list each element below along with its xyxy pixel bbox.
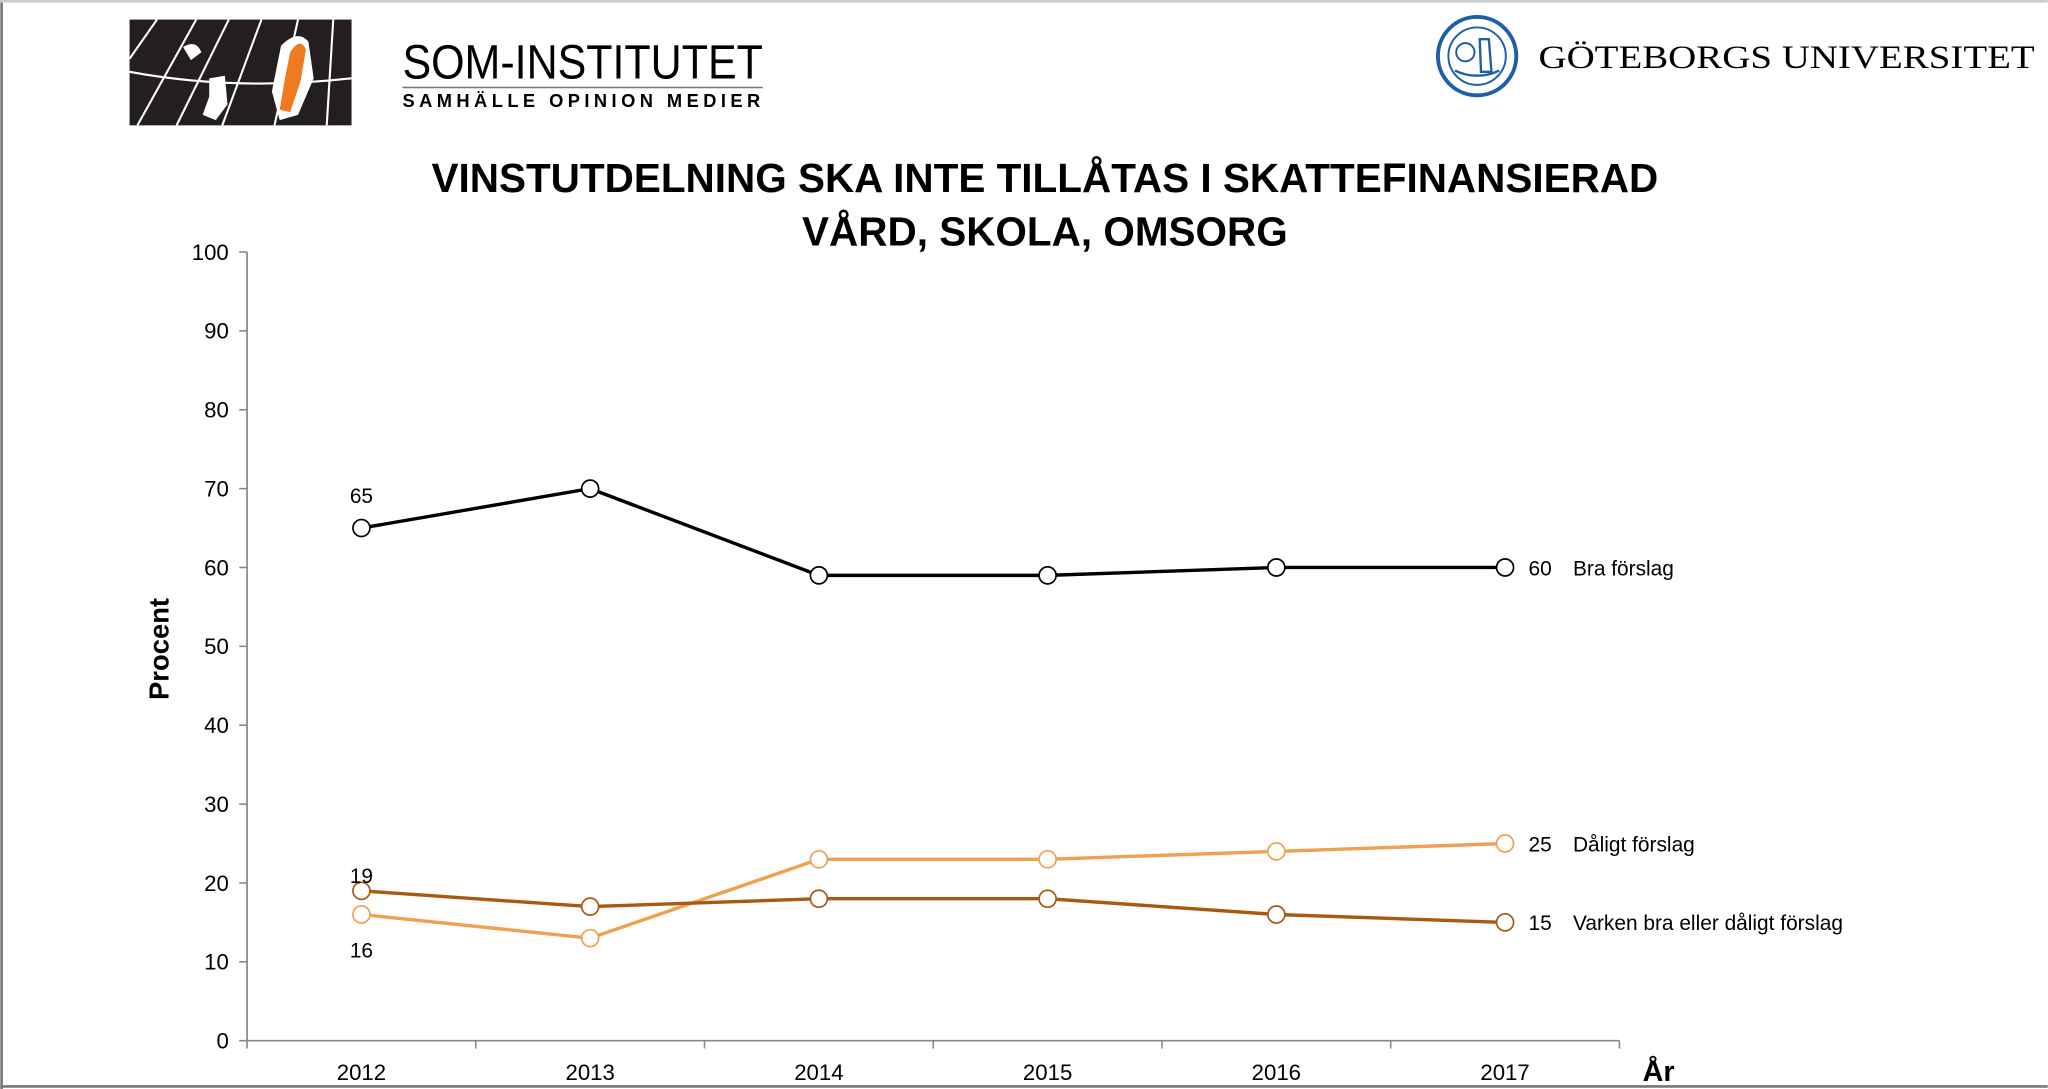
y-tick-label: 40 (204, 713, 229, 738)
y-tick-label: 0 (216, 1029, 228, 1054)
y-tick-label: 50 (204, 634, 229, 659)
data-point (1495, 913, 1515, 932)
series-name-label: Bra förslag (1573, 557, 1674, 580)
data-point (1038, 566, 1057, 585)
data-point (1267, 905, 1286, 924)
data-point (352, 518, 371, 538)
start-data-label: 16 (350, 940, 373, 963)
series-name-label: Dåligt förslag (1573, 833, 1695, 856)
gu-name: GÖTEBORGS UNIVERSITET (1538, 40, 2034, 76)
x-tick-label: 2012 (337, 1060, 386, 1085)
y-tick-label: 20 (204, 871, 229, 896)
data-point (580, 479, 600, 498)
y-tick-label: 100 (192, 240, 229, 265)
data-point (1038, 889, 1057, 909)
series-0: 65 60 Bra förslag (350, 479, 1674, 585)
x-axis-label: År (1643, 1055, 1675, 1088)
data-point (809, 849, 829, 869)
data-point (580, 928, 600, 948)
series-line (361, 889, 1506, 925)
end-data-label: 25 (1529, 833, 1552, 856)
series-line (361, 486, 1506, 578)
x-tick-label: 2017 (1480, 1060, 1529, 1085)
y-tick-label: 90 (204, 319, 229, 344)
y-axis-label: Procent (144, 598, 175, 700)
y-tick-label: 80 (204, 398, 229, 423)
chart-title-line-2: VÅRD, SKOLA, OMSORG (802, 208, 1288, 254)
som-title: SOM-INSTITUTET (402, 35, 762, 89)
series-2: 19 15 Varken bra eller dåligt förslag (350, 865, 1843, 935)
series-line (361, 841, 1506, 940)
data-point (1495, 834, 1515, 853)
data-point (809, 889, 829, 909)
end-data-label: 15 (1529, 912, 1552, 935)
y-tick-label: 70 (204, 476, 229, 501)
x-tick-label: 2014 (794, 1060, 843, 1085)
data-point (1495, 558, 1515, 577)
data-point (1267, 842, 1286, 861)
chart-title-line-1: VINSTUTDELNING SKA INTE TILLÅTAS I SKATT… (431, 155, 1658, 201)
x-tick-label: 2013 (565, 1060, 614, 1085)
data-point (1038, 849, 1057, 869)
data-point (809, 566, 829, 585)
x-tick-label: 2016 (1252, 1060, 1301, 1085)
end-data-label: 60 (1529, 557, 1552, 580)
y-tick-label: 10 (204, 950, 229, 975)
start-data-label: 65 (350, 485, 373, 508)
series-1: 16 25 Dåligt förslag (350, 833, 1695, 962)
data-point (1267, 558, 1286, 577)
y-tick-label: 30 (204, 792, 229, 817)
som-institutet-logo: SOM-INSTITUTET SAMHÄLLE OPINION MEDIER (128, 18, 763, 126)
y-tick-label: 60 (204, 555, 229, 580)
goteborgs-universitet-logo: GÖTEBORGS UNIVERSITET (1435, 15, 2035, 98)
data-point (580, 897, 600, 916)
som-tagline: SAMHÄLLE OPINION MEDIER (402, 90, 760, 111)
x-tick-label: 2015 (1023, 1060, 1072, 1085)
start-data-label: 19 (350, 865, 373, 888)
data-point (352, 905, 371, 924)
series-name-label: Varken bra eller dåligt förslag (1573, 912, 1843, 935)
data-point (352, 881, 371, 901)
